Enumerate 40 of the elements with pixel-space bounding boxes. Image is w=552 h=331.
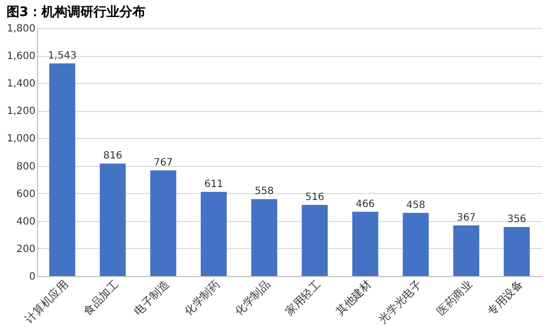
x-tick-label: 电子制造 <box>131 278 172 318</box>
data-label: 611 <box>204 178 224 190</box>
y-tick-label: 200 <box>16 244 36 255</box>
bar <box>504 226 530 276</box>
x-tick-label: 食品加工 <box>80 278 122 318</box>
y-tick-label: 1,800 <box>6 24 36 34</box>
x-tick-label: 家用轻工 <box>282 278 324 318</box>
x-tick-label: 化学制品 <box>232 278 273 318</box>
x-tick-label: 医药商业 <box>434 278 475 318</box>
data-label: 767 <box>154 157 173 168</box>
bar <box>150 170 176 276</box>
y-tick-label: 1,600 <box>6 51 36 62</box>
bar <box>352 212 378 276</box>
bar <box>251 199 278 276</box>
y-tick-label: 800 <box>16 161 36 172</box>
data-label: 466 <box>356 198 375 210</box>
y-tick-label: 1,200 <box>6 106 36 118</box>
bar <box>100 164 126 276</box>
data-label: 356 <box>507 214 526 225</box>
bar <box>49 63 76 276</box>
bar <box>302 204 328 276</box>
bar <box>402 212 429 276</box>
y-tick-label: 1,000 <box>6 134 36 145</box>
data-label: 1,543 <box>48 50 77 62</box>
data-label: 458 <box>406 200 426 211</box>
bar <box>453 225 480 276</box>
data-label: 367 <box>456 212 476 224</box>
x-tick-label: 专用设备 <box>484 278 526 318</box>
y-tick-label: 1,400 <box>6 78 36 90</box>
x-tick-label: 光学光电子 <box>376 278 424 326</box>
chart-title: 图3：机构调研行业分布 <box>6 5 146 20</box>
x-tick-label: 其他建材 <box>333 278 374 318</box>
data-label: 558 <box>254 186 274 198</box>
bar <box>200 192 227 276</box>
y-tick-label: 0 <box>29 272 36 282</box>
y-tick-label: 400 <box>16 216 36 228</box>
y-tick-label: 600 <box>16 188 36 200</box>
data-label: 816 <box>103 150 122 162</box>
x-tick-label: 化学制药 <box>182 278 222 318</box>
data-label: 516 <box>305 192 324 203</box>
